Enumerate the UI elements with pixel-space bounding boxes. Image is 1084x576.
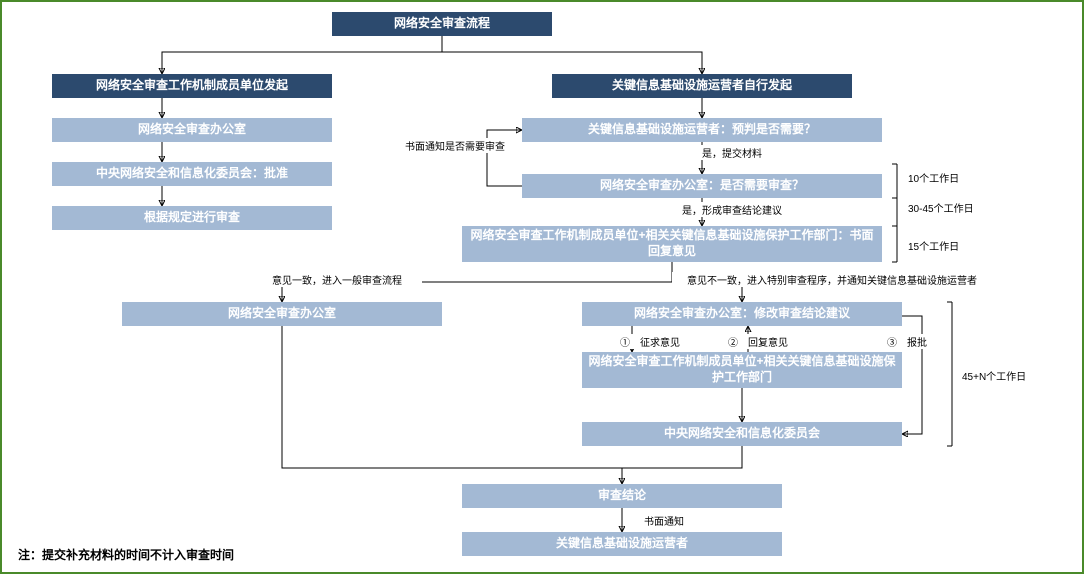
node-l4: 根据规定进行审查	[52, 206, 332, 230]
node-root: 网络安全审查流程	[332, 12, 552, 36]
node-oper: 关键信息基础设施运营者	[462, 532, 782, 556]
node-r4: 网络安全审查工作机制成员单位+相关关键信息基础设施保护工作部门：书面回复意见	[462, 226, 882, 262]
edge-label: ② 回复意见	[722, 334, 794, 349]
edge-label: 意见一致，进入一般审查流程	[252, 272, 422, 287]
timing-label: 30-45个工作日	[908, 200, 974, 215]
edge-label: 意见不一致，进入特别审查程序，并通知关键信息基础设施运营者	[672, 272, 992, 287]
edge-label: 书面通知	[636, 513, 692, 528]
edge-label: 是，提交材料	[692, 145, 772, 160]
node-r2: 关键信息基础设施运营者：预判是否需要？	[522, 118, 882, 142]
node-l1: 网络安全审查工作机制成员单位发起	[52, 74, 332, 98]
node-b_rev: 网络安全审查办公室：修改审查结论建议	[582, 302, 902, 326]
node-r1: 关键信息基础设施运营者自行发起	[552, 74, 852, 98]
node-l3: 中央网络安全和信息化委员会：批准	[52, 162, 332, 186]
edge-label: 书面通知是否需要审查	[400, 138, 510, 153]
timing-label: 15个工作日	[908, 238, 959, 253]
node-l2: 网络安全审查办公室	[52, 118, 332, 142]
edge-label: 是，形成审查结论建议	[667, 202, 797, 217]
node-b_off: 网络安全审查办公室	[122, 302, 442, 326]
timing-label: 10个工作日	[908, 170, 959, 185]
node-b_comm: 中央网络安全和信息化委员会	[582, 422, 902, 446]
edge-label: ① 征求意见	[614, 334, 686, 349]
edge-label: ③ 报批	[880, 334, 934, 349]
node-concl: 审查结论	[462, 484, 782, 508]
node-r3: 网络安全审查办公室：是否需要审查？	[522, 174, 882, 198]
timing-label: 45+N个工作日	[962, 368, 1026, 383]
node-b_dep: 网络安全审查工作机制成员单位+相关关键信息基础设施保护工作部门	[582, 352, 902, 388]
footnote: 注：提交补充材料的时间不计入审查时间	[18, 546, 234, 563]
flowchart-canvas: 网络安全审查流程网络安全审查工作机制成员单位发起网络安全审查办公室中央网络安全和…	[0, 0, 1084, 574]
